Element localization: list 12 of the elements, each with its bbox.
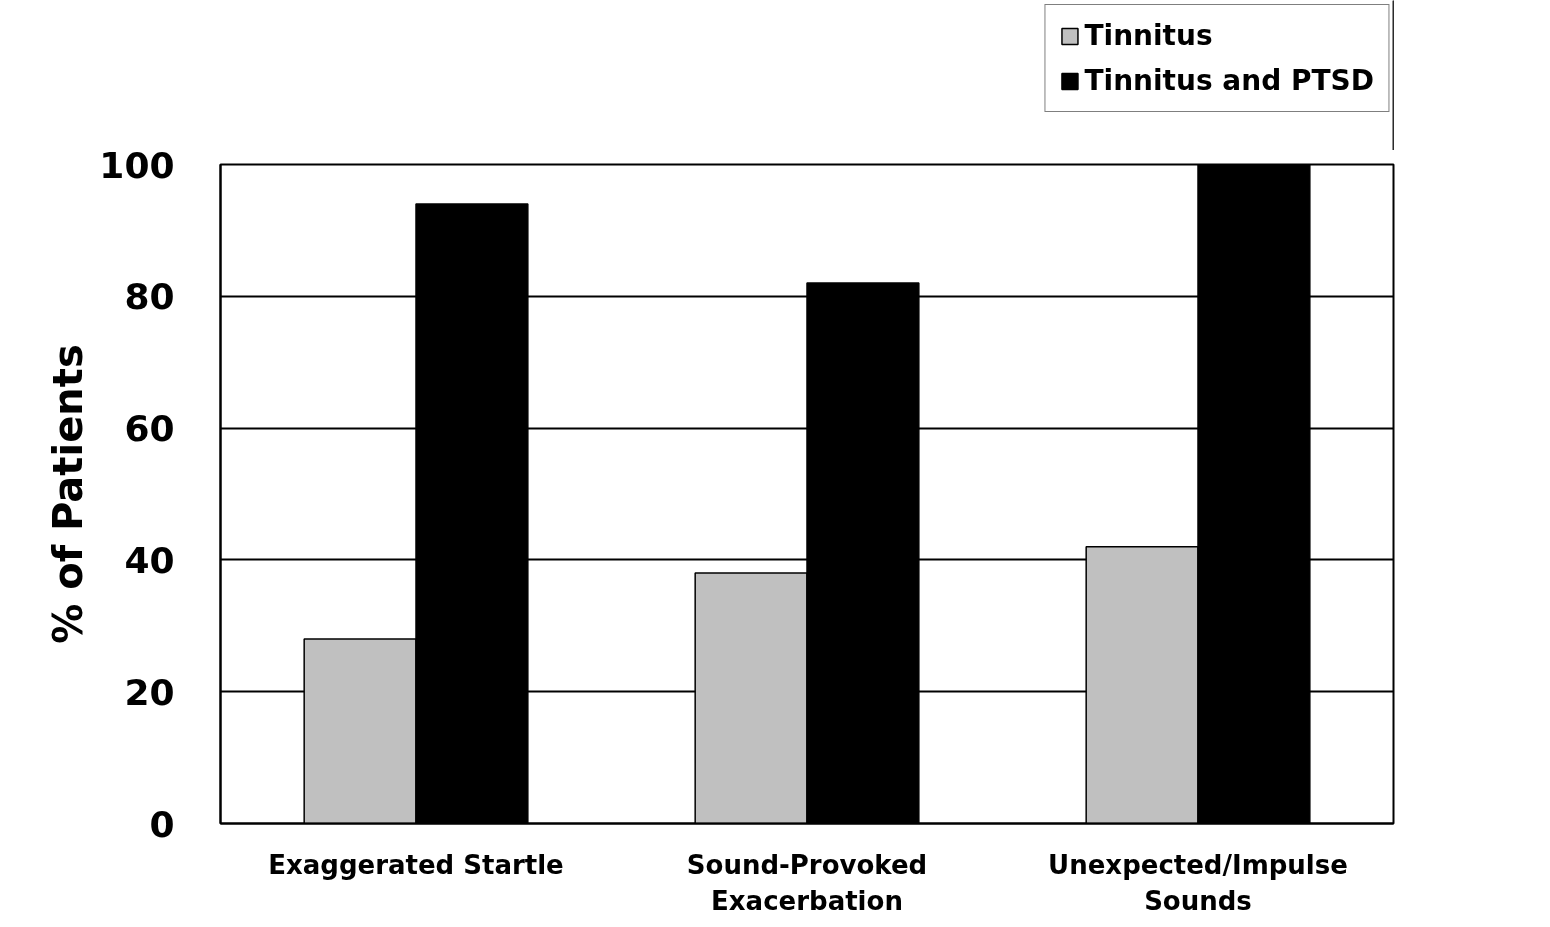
legend-label: Tinnitus and PTSD (1084, 64, 1374, 97)
x-tick-label: Sound-Provoked Exacerbation (686, 849, 928, 916)
y-tick-label: 100 (99, 144, 175, 186)
legend-label: Tinnitus (1084, 19, 1213, 52)
x-tick-label: Unexpected/Impulse Sounds (1048, 849, 1348, 916)
x-tick-label: Exaggerated Startle (268, 849, 564, 880)
y-tick-label: 20 (124, 671, 175, 713)
y-tick-label: 80 (124, 276, 175, 318)
y-axis-title: % of Patients (45, 344, 92, 644)
y-tick-label: 60 (124, 408, 175, 450)
y-tick-label: 0 (149, 803, 175, 845)
y-tick-label: 40 (124, 539, 175, 581)
